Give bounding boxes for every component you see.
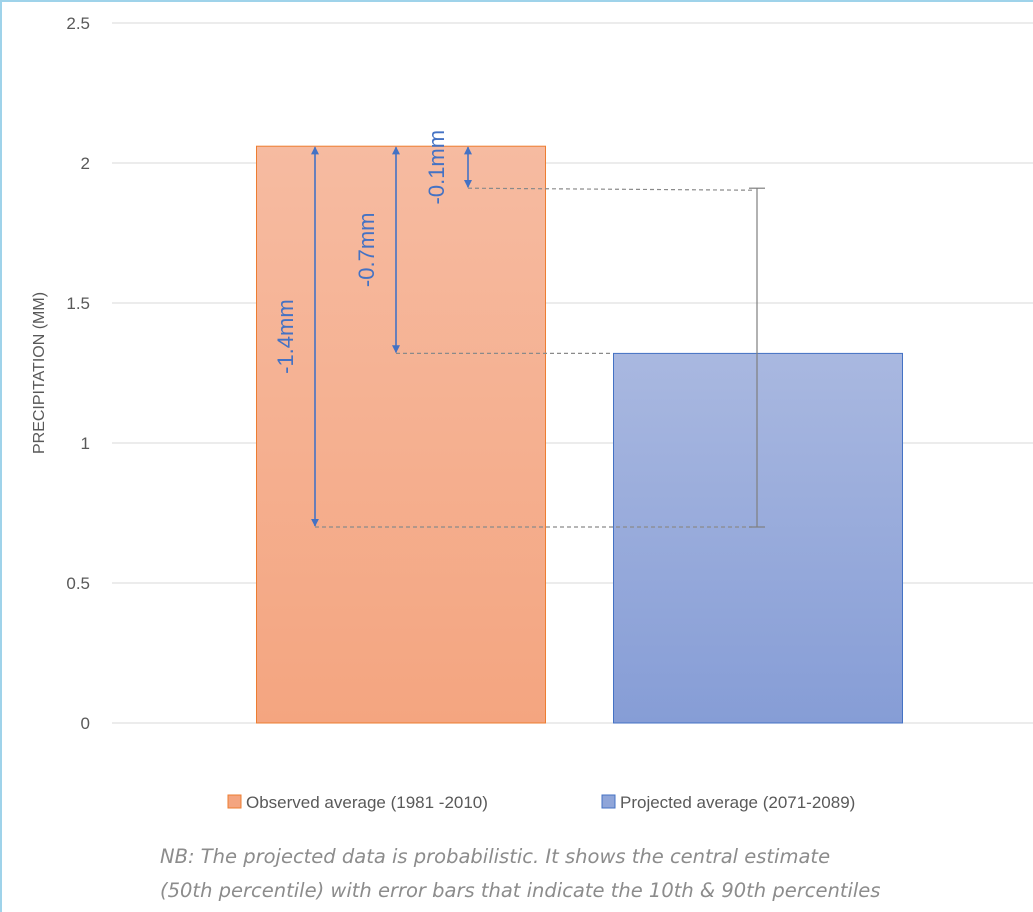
legend-swatch-observed bbox=[227, 794, 242, 809]
y-tick-label: 0.5 bbox=[66, 574, 90, 593]
y-tick-label: 0 bbox=[81, 714, 90, 733]
dashed-guides bbox=[315, 187, 753, 528]
legend-swatch-projected bbox=[601, 794, 616, 809]
bars bbox=[256, 145, 903, 724]
bar-projected-average bbox=[613, 352, 903, 724]
label-minus-0-7mm: -0.7mm bbox=[354, 213, 379, 288]
legend-label-projected: Projected average (2071-2089) bbox=[620, 793, 855, 812]
footnote-line-1: NB: The projected data is probabilistic.… bbox=[160, 845, 831, 868]
label-minus-0-1mm: -0.1mm bbox=[424, 130, 449, 205]
y-tick-label: 2 bbox=[81, 154, 90, 173]
y-tick-label: 2.5 bbox=[66, 14, 90, 33]
y-tick-label: 1.5 bbox=[66, 294, 90, 313]
legend: Observed average (1981 -2010) Projected a… bbox=[227, 793, 855, 812]
difference-annotations: -0.1mm -0.7mm -1.4mm bbox=[273, 130, 472, 527]
y-tick-label: 1 bbox=[81, 434, 90, 453]
legend-label-observed: Observed average (1981 -2010) bbox=[246, 793, 488, 812]
footnote: NB: The projected data is probabilistic.… bbox=[160, 840, 1030, 908]
label-minus-1-4mm: -1.4mm bbox=[273, 299, 298, 374]
footnote-line-2: (50th percentile) with error bars that i… bbox=[160, 879, 881, 902]
bar-observed-average bbox=[256, 145, 546, 724]
y-axis-title: PRECIPITATION (MM) bbox=[31, 292, 48, 454]
dashed-guide-minus-0-1mm bbox=[467, 187, 753, 191]
error-bars bbox=[749, 187, 765, 528]
y-axis-ticks: 0 0.5 1 1.5 2 2.5 bbox=[66, 14, 90, 733]
